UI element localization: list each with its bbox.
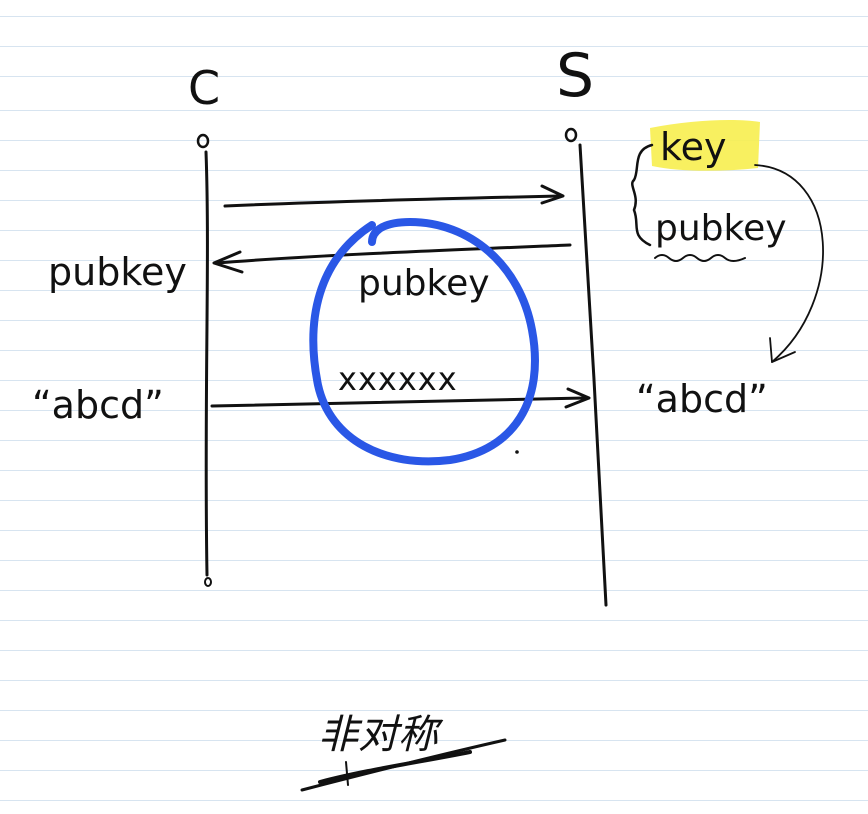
client-lifeline-top-node bbox=[196, 133, 210, 149]
caption-stroke-tail bbox=[345, 761, 349, 786]
key-pair-brace bbox=[631, 143, 654, 247]
key-to-plaintext-arrow-head bbox=[769, 337, 796, 363]
emphasis-circle bbox=[309, 218, 539, 466]
server-lifeline bbox=[578, 143, 608, 607]
pubkey-arrow-line bbox=[214, 243, 572, 265]
client-plaintext-label: “abcd” bbox=[32, 383, 164, 427]
server-plaintext-label: “abcd” bbox=[636, 377, 768, 421]
request-arrow-head bbox=[540, 184, 565, 205]
pubkey-arrow-head bbox=[212, 250, 244, 274]
middle-pubkey-label: pubkey bbox=[358, 263, 490, 304]
client-lifeline-bottom-node bbox=[204, 577, 212, 587]
key-highlight bbox=[650, 120, 760, 171]
server-pubkey-label: pubkey bbox=[655, 208, 787, 249]
ciphertext-label: xxxxxx bbox=[338, 360, 458, 398]
server-pubkey-underline bbox=[654, 254, 746, 262]
server-label: S bbox=[556, 41, 594, 111]
ciphertext-arrow-line bbox=[210, 396, 587, 408]
client-pubkey-label: pubkey bbox=[48, 250, 187, 294]
caption-label: 非对称 bbox=[318, 712, 444, 758]
client-lifeline bbox=[204, 150, 209, 577]
caption-underline-scribble bbox=[318, 750, 472, 784]
request-arrow-line bbox=[223, 194, 562, 208]
key-to-plaintext-arrow bbox=[754, 164, 824, 363]
server-lifeline-top-node bbox=[564, 127, 578, 143]
ciphertext-arrow-head bbox=[564, 387, 591, 409]
client-label: C bbox=[188, 61, 220, 115]
server-key-label: key bbox=[660, 125, 727, 169]
ink-dot bbox=[515, 450, 519, 454]
